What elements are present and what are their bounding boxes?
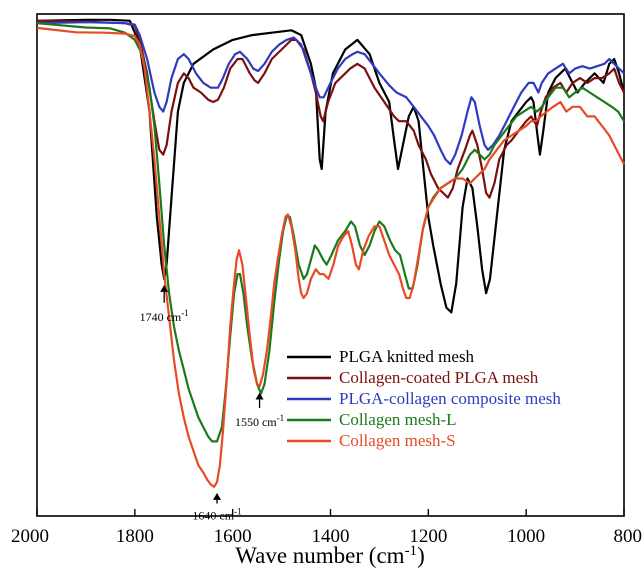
series-line-1 (36, 18, 626, 314)
series-line-5 (36, 26, 625, 488)
x-axis: 2000 1800 1600 1400 1200 1000 800 (11, 509, 642, 547)
series-line-2 (36, 19, 625, 199)
annotation-layer: 1740 cm-1 1550 cm-1 1640 cm-1 (140, 284, 284, 523)
x-tick-label: 2000 (11, 526, 49, 547)
legend-label: Collagen mesh-S (339, 431, 456, 450)
x-axis-title: Wave number (cm-1) (235, 543, 424, 568)
legend: PLGA knitted mesh Collagen-coated PLGA me… (287, 347, 561, 450)
legend-label: Collagen mesh-L (339, 410, 457, 429)
legend-label: PLGA knitted mesh (339, 347, 475, 366)
x-tick-label: 1200 (409, 526, 447, 547)
legend-label: PLGA-collagen composite mesh (339, 389, 561, 408)
x-tick-label: 1600 (214, 526, 252, 547)
x-tick-label: 800 (614, 526, 642, 547)
series-line-4 (36, 22, 625, 443)
legend-label: Collagen-coated PLGA mesh (339, 368, 539, 387)
annotation-arrow-head (213, 492, 222, 500)
x-tick-label: 1800 (116, 526, 154, 547)
annotation-label: 1740 cm-1 (140, 308, 189, 324)
annotation-label: 1640 cm-1 (192, 507, 241, 523)
annotation-label: 1550 cm-1 (235, 413, 284, 429)
annotation-arrow-head (255, 392, 264, 400)
x-tick-label: 1400 (312, 526, 350, 547)
series-layer (36, 18, 626, 488)
annotation-arrow-head (160, 284, 169, 292)
series-line-3 (36, 21, 625, 166)
x-tick-label: 1000 (507, 526, 545, 547)
